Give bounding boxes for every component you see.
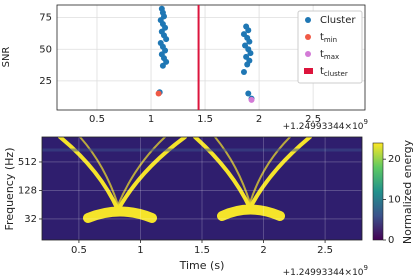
legend-marker <box>304 68 313 74</box>
legend-label-main: Cluster <box>320 15 356 26</box>
x-tick-label: 2.5 <box>317 245 333 256</box>
legend-marker <box>305 51 311 57</box>
x-tick-label: 1 <box>148 114 154 125</box>
legend-label-main: t <box>320 66 324 77</box>
legend-label-main: t <box>320 49 324 60</box>
legend-box <box>297 10 363 84</box>
legend-label-sub: cluster <box>324 70 348 78</box>
offset-text: +1.24993344×109 <box>283 264 368 278</box>
y-tick-label: 32 <box>24 214 37 225</box>
y-axis-label: Frequency (Hz) <box>3 148 16 231</box>
x-tick-label: 0.5 <box>89 114 105 125</box>
x-axis-label: Time (s) <box>179 259 225 272</box>
scatter-point <box>246 38 253 45</box>
offset-exponent: 9 <box>364 118 368 126</box>
scatter-point <box>244 61 251 68</box>
scatter-point <box>240 69 247 76</box>
y-axis-label: SNR <box>1 47 12 68</box>
scatter-point <box>159 62 166 69</box>
colorbar-tick-label: 0 <box>388 235 394 246</box>
legend-label: Cluster <box>320 15 356 26</box>
x-tick-label: 2 <box>260 245 266 256</box>
x-tick-label: 2 <box>256 114 262 125</box>
scatter-point <box>248 96 255 103</box>
spectrogram-pattern <box>42 137 362 223</box>
x-tick-label: 0.5 <box>71 245 87 256</box>
offset-base: +1.24993344×10 <box>283 122 364 132</box>
offset-base: +1.24993344×10 <box>283 268 364 278</box>
legend-label-main: t <box>320 32 324 43</box>
offset-text: +1.24993344×109 <box>283 118 368 132</box>
spectrogram <box>42 137 362 240</box>
legend-label-sub: max <box>324 53 339 61</box>
y-tick-label: 512 <box>18 157 37 168</box>
y-tick-label: 50 <box>39 44 52 55</box>
legend-label-sub: min <box>324 36 337 44</box>
legend-marker <box>305 17 311 23</box>
scatter-point <box>155 90 162 97</box>
axes-frame <box>41 136 363 241</box>
axes-frame <box>56 4 366 111</box>
legend-label: tmin <box>320 32 337 44</box>
colorbar <box>372 142 384 241</box>
offset-exponent: 9 <box>364 264 368 272</box>
scatter-point <box>247 50 254 57</box>
colorbar-tick-label: 20 <box>388 154 401 165</box>
legend-label: tcluster <box>320 66 348 78</box>
x-tick-label: 1.5 <box>194 245 210 256</box>
x-tick-label: 1.5 <box>197 114 213 125</box>
y-tick-label: 128 <box>18 185 37 196</box>
colorbar-label: Normalized energy <box>401 139 414 244</box>
colorbar-tick-label: 10 <box>388 195 401 206</box>
scatter-point <box>245 27 252 34</box>
spectrogram-background <box>42 137 362 240</box>
legend-marker <box>305 34 311 40</box>
y-tick-label: 75 <box>39 13 52 24</box>
scatter-point <box>163 36 170 43</box>
x-tick-label: 2.5 <box>305 114 321 125</box>
legend-label: tmax <box>320 49 339 61</box>
y-tick-label: 25 <box>39 76 52 87</box>
x-tick-label: 1 <box>137 245 143 256</box>
scatter-point <box>245 90 252 97</box>
